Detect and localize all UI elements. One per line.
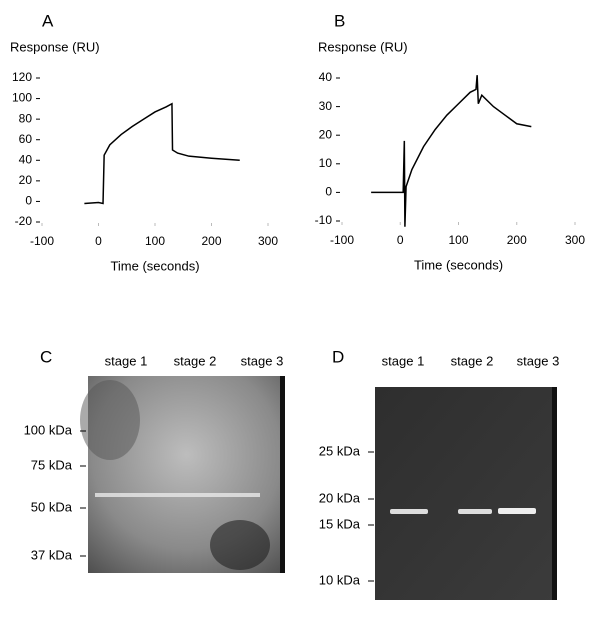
data-line [371, 75, 532, 227]
x-tick-label: 300 [258, 234, 278, 248]
gel-blot [210, 520, 270, 570]
gel-edge [280, 376, 285, 573]
x-tick-label: 200 [507, 233, 527, 247]
y-tick-label: 60 [19, 132, 33, 146]
y-tick-label: 0 [325, 185, 332, 199]
y-tick-label: 30 [319, 99, 333, 113]
lane-label: stage 2 [174, 353, 217, 368]
gel-band [95, 493, 260, 497]
x-tick-label: 300 [565, 233, 585, 247]
y-tick-label: 20 [19, 173, 33, 187]
lane-label: stage 3 [517, 353, 560, 368]
gel-d [375, 387, 557, 600]
y-axis-label: Response (RU) [318, 39, 408, 54]
panel-label: B [334, 11, 345, 30]
y-tick-label: 100 [12, 91, 32, 105]
y-tick-label: -10 [315, 213, 333, 227]
gel-band [498, 508, 536, 514]
x-tick-label: 0 [397, 233, 404, 247]
y-axis-label: Response (RU) [10, 39, 100, 54]
x-axis-label: Time (seconds) [110, 258, 199, 273]
x-tick-label: 100 [145, 234, 165, 248]
y-tick-label: 120 [12, 70, 32, 84]
gel-blot [80, 380, 140, 460]
y-tick-label: -20 [15, 214, 33, 228]
data-line [84, 102, 240, 205]
lane-label: stage 1 [382, 353, 425, 368]
lane-label: stage 3 [241, 353, 284, 368]
panel-label: D [332, 347, 344, 366]
marker-label: 50 kDa [31, 499, 73, 514]
x-tick-label: -100 [330, 233, 354, 247]
y-tick-label: 0 [25, 194, 32, 208]
y-tick-label: 10 [319, 156, 333, 170]
y-tick-label: 40 [19, 152, 33, 166]
marker-label: 20 kDa [319, 490, 361, 505]
gel-edge [552, 387, 557, 600]
lane-label: stage 1 [105, 353, 148, 368]
panel-label: A [42, 11, 54, 30]
marker-label: 10 kDa [319, 572, 361, 587]
marker-label: 100 kDa [24, 422, 73, 437]
gel-band [458, 509, 492, 514]
marker-label: 37 kDa [31, 547, 73, 562]
panel-label: C [40, 347, 52, 366]
marker-label: 15 kDa [319, 516, 361, 531]
y-tick-label: 40 [319, 70, 333, 84]
x-tick-label: 200 [201, 234, 221, 248]
y-tick-label: 20 [319, 127, 333, 141]
x-axis-label: Time (seconds) [414, 257, 503, 272]
y-tick-label: 80 [19, 111, 33, 125]
x-tick-label: 0 [95, 234, 102, 248]
gel-band [390, 509, 428, 514]
x-tick-label: 100 [448, 233, 468, 247]
x-tick-label: -100 [30, 234, 54, 248]
marker-label: 25 kDa [319, 443, 361, 458]
lane-label: stage 2 [451, 353, 494, 368]
marker-label: 75 kDa [31, 457, 73, 472]
